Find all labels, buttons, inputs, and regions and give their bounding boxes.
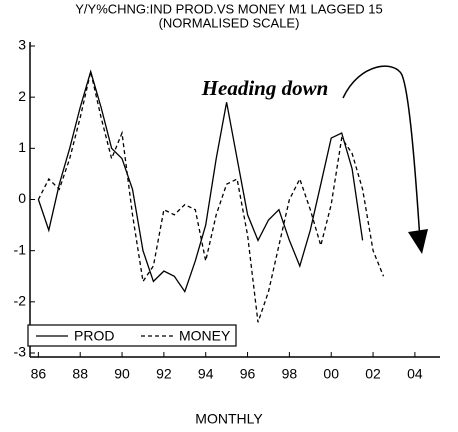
chart-subtitle: (NORMALISED SCALE) [159, 15, 300, 30]
y-tick-label: -3 [14, 344, 27, 360]
data-line [37, 71, 385, 323]
x-tick-label: 94 [198, 366, 214, 382]
y-tick-label: 2 [18, 88, 26, 104]
y-tick-label: -1 [14, 241, 27, 257]
annotation: Heading down [201, 76, 329, 100]
legend-label: PROD [74, 328, 114, 344]
x-tick-label: 96 [240, 366, 256, 382]
y-tick-label: 0 [18, 190, 26, 206]
x-axis-label: MONTHLY [195, 411, 263, 427]
legend-label: MONEY [179, 328, 231, 344]
annotation-arrow [342, 65, 421, 241]
y-tick-label: 3 [18, 37, 26, 53]
data-line [37, 69, 364, 294]
x-tick-label: 04 [407, 366, 423, 382]
arrow-head [408, 229, 428, 254]
x-tick-label: 90 [114, 366, 130, 382]
x-tick-label: 02 [365, 366, 381, 382]
chart-title: Y/Y%CHNG:IND PROD.VS MONEY M1 LAGGED 15 [75, 1, 383, 16]
x-tick-label: 00 [323, 366, 339, 382]
x-tick-label: 92 [156, 366, 172, 382]
y-tick-label: -2 [14, 293, 27, 309]
legend-box [27, 324, 237, 347]
x-tick-label: 88 [72, 366, 88, 382]
y-tick-label: 1 [18, 139, 26, 155]
x-tick-label: 86 [31, 366, 47, 382]
x-tick-label: 98 [282, 366, 298, 382]
